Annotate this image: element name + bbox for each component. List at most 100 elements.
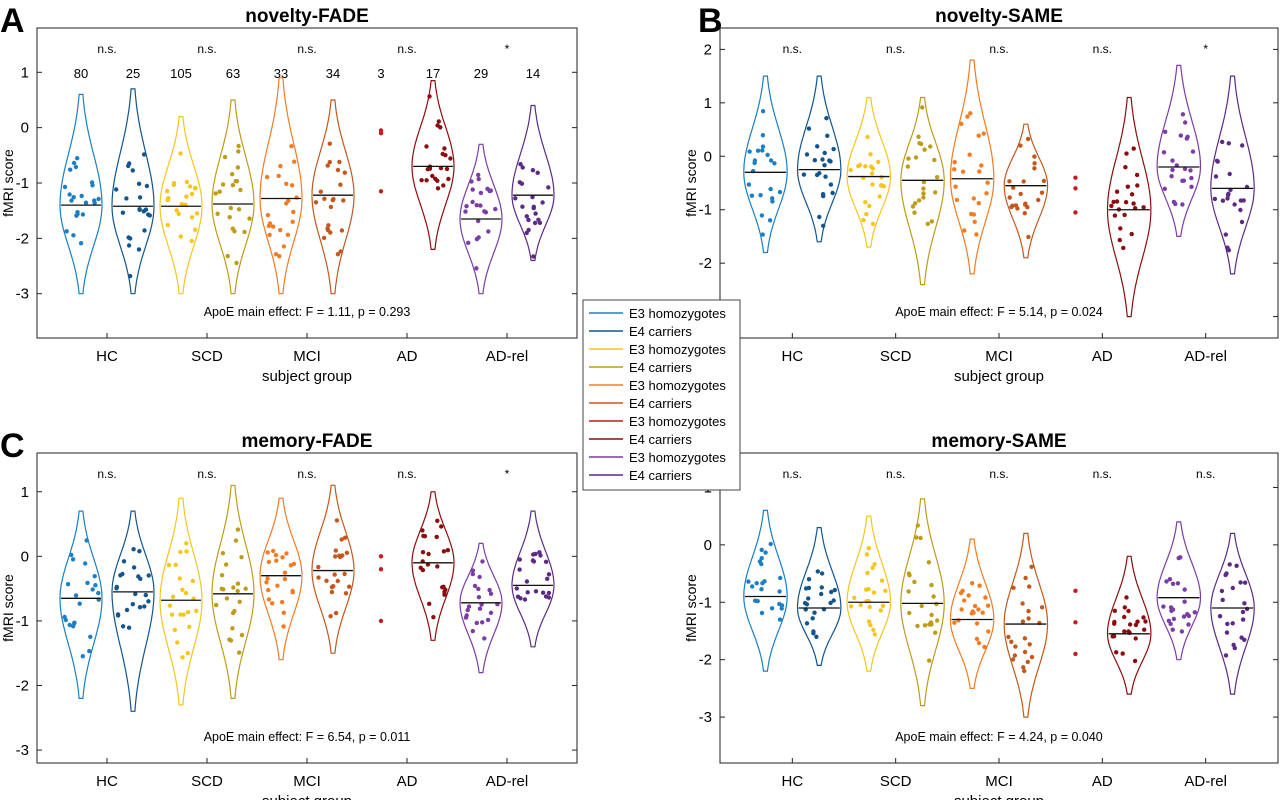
data-point [1162,186,1168,191]
data-point [817,214,822,220]
violin-HC-e3 [743,75,788,254]
data-point [342,571,347,577]
data-point [282,576,288,582]
data-point [230,626,235,631]
data-point [235,581,241,586]
x-tick-label: AD-rel [1184,348,1227,365]
data-point [232,229,237,234]
data-point [325,228,331,233]
data-point [185,610,191,615]
data-point [234,260,239,266]
data-point [141,209,146,214]
data-point [922,623,928,628]
data-point [1220,198,1226,203]
data-point [915,623,920,629]
data-point [820,192,826,197]
data-point [976,133,981,138]
data-point [754,581,759,586]
data-point [537,550,542,555]
data-point [470,628,475,634]
data-point [829,589,834,595]
data-point [545,576,550,581]
data-point [464,613,469,618]
data-point [971,212,977,217]
data-point [868,622,873,628]
data-point [1240,609,1246,615]
violin-outline [259,77,303,295]
data-point [1185,612,1190,617]
data-point [927,658,932,663]
data-point [870,221,876,227]
data-point [328,204,334,210]
data-point [1133,636,1138,641]
data-point [967,152,972,157]
violin-outline [1003,123,1049,259]
data-point [442,146,447,151]
data-point [62,184,68,190]
data-point [184,541,189,546]
violin-HC-e4 [796,75,842,243]
data-point [274,558,279,563]
data-point [279,599,285,605]
violin-AD-rel-e3 [1156,64,1202,237]
data-point [236,143,241,149]
axes-frame [719,27,1279,339]
data-point [933,630,938,635]
data-point [332,572,337,577]
data-point [265,212,271,218]
data-point [1025,136,1031,142]
data-point [810,616,815,621]
x-axis-label: subject group [954,368,1044,385]
data-point [126,243,132,248]
data-point [233,179,238,184]
significance-label: n.s. [886,467,905,481]
data-point [1131,146,1136,151]
violin-outline [796,527,842,666]
data-point [330,197,335,203]
data-point [913,155,919,160]
data-point [968,111,973,116]
data-point [522,597,528,602]
data-point [194,211,200,216]
data-point [972,603,978,609]
violin-outline [459,542,503,674]
data-point [190,578,195,584]
violin-outline [211,99,255,295]
data-point [441,584,446,589]
data-point [514,586,519,591]
data-point [770,196,775,201]
violin-AD-rel-e4 [1210,532,1255,695]
data-point [1114,199,1120,204]
data-point [870,182,875,187]
data-point [1224,630,1230,635]
data-point [313,200,319,205]
data-point [1170,581,1176,586]
data-point [322,196,327,201]
data-point [335,167,341,173]
violin-AD-e4: 17 [411,66,455,250]
data-point [767,218,773,223]
data-point [983,595,988,600]
x-tick-label: SCD [880,773,912,790]
legend-label: E3 homozygotes [629,306,726,321]
data-point [1022,636,1028,641]
data-point [176,211,181,216]
data-point [759,610,765,616]
y-tick-label: -3 [16,286,29,303]
effect-annotation: ApoE main effect: F = 4.24, p = 0.040 [895,730,1103,744]
data-point [136,247,142,252]
data-point [831,146,836,152]
violin-SCD-e4 [900,498,945,707]
data-point [90,183,95,188]
data-point [881,184,886,189]
data-point [469,179,474,184]
data-point [77,601,82,606]
significance-label: n.s. [1196,467,1215,481]
x-tick-label: AD [397,348,418,365]
x-axis-label: subject group [954,793,1044,800]
y-tick-label: -2 [699,255,712,272]
significance-label: * [1203,42,1208,56]
data-point [178,234,183,239]
y-axis-label: fMRI score [0,574,16,642]
data-point [419,178,424,183]
